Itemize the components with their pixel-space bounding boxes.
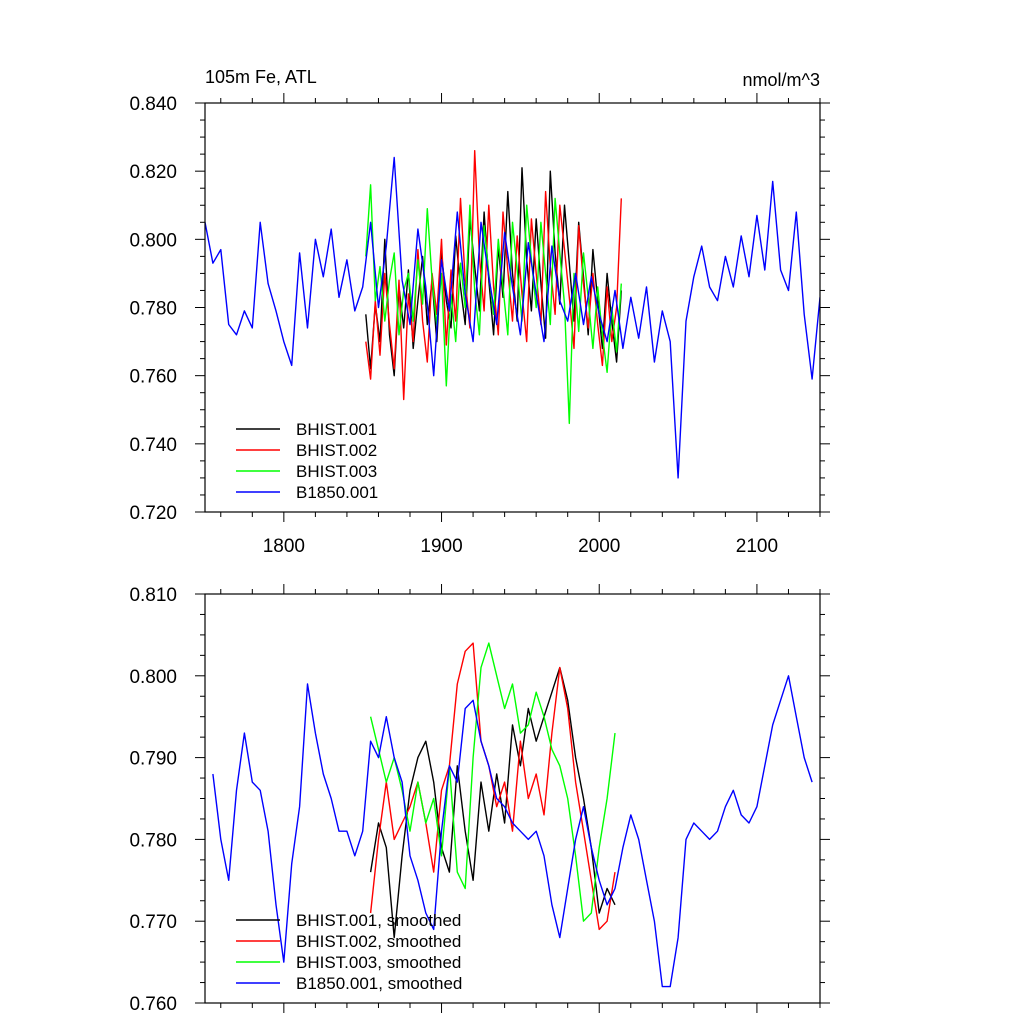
top-y-tick-label: 0.800 xyxy=(129,230,177,251)
bottom-y-tick-label: 0.790 xyxy=(129,749,177,770)
top-legend-label-3: B1850.001 xyxy=(296,483,378,502)
top-y-tick-label: 0.760 xyxy=(129,367,177,388)
bottom-legend-label-2: BHIST.003, smoothed xyxy=(296,953,461,972)
top-panel: 1800 1900 2000 2100 0.720 0.740 0.760 0.780 0.80… xyxy=(129,67,830,557)
bottom-legend-label-0: BHIST.001, smoothed xyxy=(296,911,461,930)
top-legend-label-0: BHIST.001 xyxy=(296,420,377,439)
bottom-series-line-1 xyxy=(369,642,616,931)
top-legend-label-1: BHIST.002 xyxy=(296,441,377,460)
top-series-line-0 xyxy=(365,167,622,377)
top-x-tick-label: 2100 xyxy=(736,536,778,557)
top-y-tick-label: 0.840 xyxy=(129,94,177,115)
bottom-y-tick-label: 0.810 xyxy=(129,585,177,606)
bottom-y-tick-label: 0.770 xyxy=(129,912,177,933)
top-chart-title: 105m Fe, ATL xyxy=(205,67,317,87)
bottom-panel: 0.760 0.770 0.780 0.790 0.800 0.810 BHIST.001,… xyxy=(129,584,830,1015)
top-series-line-3 xyxy=(205,156,820,479)
top-units-label: nmol/m^3 xyxy=(743,70,820,90)
top-legend-label-2: BHIST.003 xyxy=(296,462,377,481)
bottom-y-tick-label: 0.760 xyxy=(129,994,177,1015)
bottom-series-line-0 xyxy=(369,666,616,939)
top-y-tick-label: 0.780 xyxy=(129,299,177,320)
top-x-tick-label: 1800 xyxy=(263,536,305,557)
top-y-tick-label: 0.720 xyxy=(129,503,177,524)
bottom-series-line-3 xyxy=(212,675,813,988)
top-x-tick-label: 1900 xyxy=(420,536,462,557)
bottom-legend-label-3: B1850.001, smoothed xyxy=(296,974,462,993)
top-x-tick-label: 2000 xyxy=(578,536,620,557)
top-series-line-1 xyxy=(365,149,622,401)
bottom-y-tick-label: 0.800 xyxy=(129,667,177,688)
top-y-tick-label: 0.820 xyxy=(129,162,177,183)
top-y-tick-label: 0.740 xyxy=(129,435,177,456)
bottom-y-tick-label: 0.780 xyxy=(129,830,177,851)
bottom-legend-label-1: BHIST.002, smoothed xyxy=(296,932,461,951)
top-series-line-2 xyxy=(365,184,622,425)
